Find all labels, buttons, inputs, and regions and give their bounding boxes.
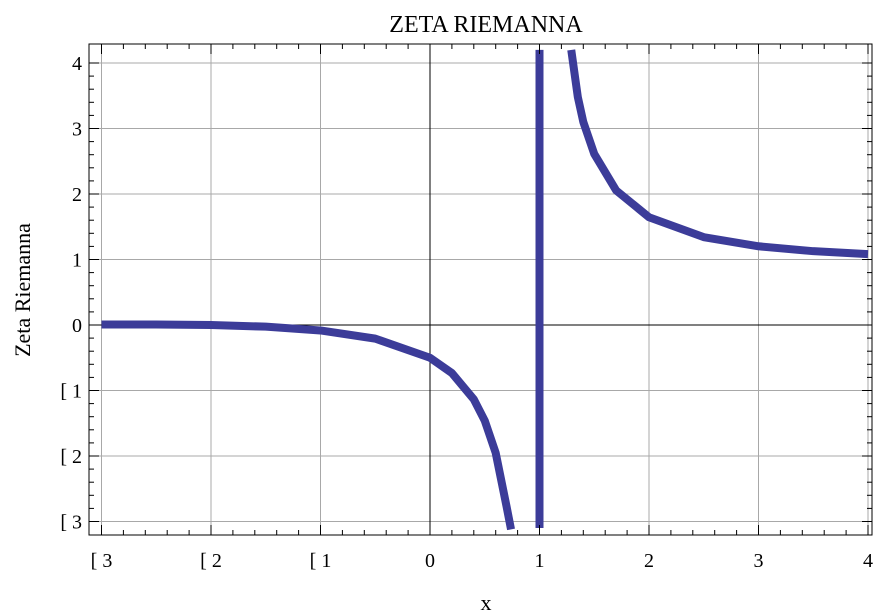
grid-layer xyxy=(89,44,872,535)
zero-axes xyxy=(89,44,872,535)
y-tick-label-6: 3 xyxy=(72,119,82,141)
tick-label-layer: [ 3 [ 2 [ 1 0 1 2 3 4 [ 3 [ 2 [ 1 0 1 2 3 4 xyxy=(60,53,873,572)
x-tick-label-5: 2 xyxy=(644,550,654,572)
y-tick-label-4: 1 xyxy=(72,250,82,272)
x-tick-label-7: 4 xyxy=(863,550,873,572)
x-tick-label-6: 3 xyxy=(754,550,764,572)
y-tick-label-3: 0 xyxy=(72,315,82,337)
chart-title: ZETA RIEMANNA xyxy=(389,12,583,38)
y-tick-label-7: 4 xyxy=(72,53,82,75)
y-tick-label-5: 2 xyxy=(72,184,82,206)
x-tick-label-4: 1 xyxy=(535,550,545,572)
x-tick-label-2: [ 1 xyxy=(310,550,332,572)
zeta-series-line-3 xyxy=(567,49,869,259)
y-axis-title: Zeta Riemanna xyxy=(10,223,35,357)
tick-layer xyxy=(89,44,872,535)
y-tick-label-0: [ 3 xyxy=(60,512,82,534)
x-tick-label-3: 0 xyxy=(425,550,435,572)
plot-frame xyxy=(88,43,873,536)
y-tick-label-1: [ 2 xyxy=(60,446,82,468)
series-layer xyxy=(101,49,869,531)
x-axis-title: x xyxy=(481,590,492,615)
zeta-series-line-1 xyxy=(101,320,515,531)
x-tick-label-1: [ 2 xyxy=(200,550,222,572)
y-tick-label-2: [ 1 xyxy=(60,381,82,403)
x-tick-label-0: [ 3 xyxy=(91,550,113,572)
